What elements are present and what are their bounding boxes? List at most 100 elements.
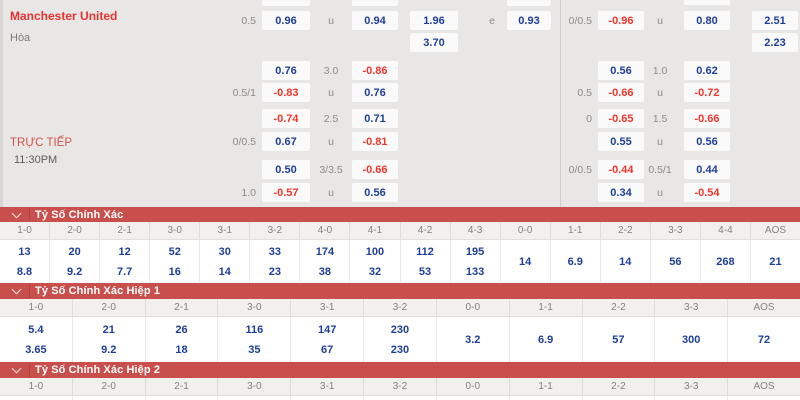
score-column-header: AOS xyxy=(753,302,775,313)
chevron-down-icon xyxy=(11,284,22,295)
score-odds-cell[interactable]: 26 18 xyxy=(146,317,219,362)
odds-cell[interactable]: -0.96 xyxy=(598,11,644,30)
odds-cell[interactable]: 2.51 xyxy=(752,11,798,30)
score-odds-cell[interactable]: 21 9.2 xyxy=(73,317,146,362)
odds-cell[interactable]: 0.50 xyxy=(262,160,310,179)
score-odds-cell[interactable]: 13 8.8 xyxy=(0,240,51,283)
odds-cell[interactable]: 3.70 xyxy=(410,33,458,52)
score-values-row xyxy=(0,396,800,400)
handicap-label: u xyxy=(328,86,334,99)
score-section-banner[interactable]: Tỷ Số Chính Xác Hiệp 2 xyxy=(0,362,800,378)
odds-cell[interactable]: 0.62 xyxy=(684,61,730,80)
score-odds-cell[interactable]: 14 xyxy=(601,240,651,283)
odds-cell[interactable]: 0.56 xyxy=(598,61,644,80)
odds-cell[interactable]: 0.71 xyxy=(352,109,398,128)
handicap-label: 1.0 xyxy=(241,186,256,199)
handicap-label: u xyxy=(328,14,334,27)
score-odds-cell[interactable]: 230 230 xyxy=(364,317,437,362)
score-odds-cell[interactable]: 147 67 xyxy=(291,317,365,362)
score-odds-cell[interactable]: 100 32 xyxy=(350,240,401,283)
score-odds-cell[interactable]: 174 38 xyxy=(300,240,351,283)
handicap-label: u xyxy=(328,186,334,199)
odds-cell[interactable]: 0.34 xyxy=(598,183,644,202)
odds-cell[interactable]: 0.56 xyxy=(684,132,730,151)
score-section-banner[interactable]: Tỷ Số Chính Xác xyxy=(0,207,800,222)
score-column-header: 2-1 xyxy=(146,378,219,395)
score-odds-cell xyxy=(146,396,219,400)
odds-cell[interactable]: 0.96 xyxy=(262,11,310,30)
odds-cell[interactable]: -0.66 xyxy=(684,109,730,128)
handicap-label: 0.5 xyxy=(241,14,256,27)
score-column-header: 3-3 xyxy=(655,299,729,316)
score-odds-cell[interactable]: 21 xyxy=(769,255,782,268)
score-values-row: 13 8.8 20 9.2 12 7.7 52 16 30 14 33 23 174 38 100 32 112… xyxy=(0,240,800,283)
odds-cell[interactable]: -0.65 xyxy=(598,109,644,128)
handicap-label: u xyxy=(328,135,334,148)
odds-cell[interactable]: -0.57 xyxy=(262,183,310,202)
score-odds-cell xyxy=(73,396,146,400)
score-values-row: 5.4 3.65 21 9.2 26 18 116 35 147 67 230 230 3.2 6.9 57… xyxy=(0,317,800,362)
score-column-header: 4-0 xyxy=(300,222,351,239)
handicap-label: 0.5 xyxy=(577,86,592,99)
odds-cell[interactable]: -0.81 xyxy=(352,132,398,151)
odds-cell[interactable]: -0.44 xyxy=(598,160,644,179)
odds-cell[interactable]: 0.56 xyxy=(352,183,398,202)
score-odds-cell[interactable]: 52 16 xyxy=(150,240,201,283)
odds-cell[interactable]: 0.44 xyxy=(684,160,730,179)
score-odds-cell[interactable]: 12 7.7 xyxy=(100,240,151,283)
handicap-label: u xyxy=(657,14,663,27)
score-odds-cell[interactable]: 14 xyxy=(501,240,551,283)
score-odds-cell[interactable]: 300 xyxy=(655,317,729,362)
panel-left-edge xyxy=(0,0,3,207)
score-odds-cell[interactable]: 56 xyxy=(651,240,701,283)
odds-cell[interactable]: 0.76 xyxy=(262,61,310,80)
score-column-header: 0-0 xyxy=(437,299,510,316)
score-column-header: 3-2 xyxy=(364,299,437,316)
odds-cell[interactable]: 0.55 xyxy=(598,132,644,151)
score-column-header: 2-2 xyxy=(583,299,656,316)
odds-cell[interactable]: -0.86 xyxy=(352,61,398,80)
odds-cell[interactable]: -0.72 xyxy=(684,83,730,102)
score-odds-cell[interactable]: 195 133 xyxy=(451,240,501,283)
score-section-banner[interactable]: Tỷ Số Chính Xác Hiệp 1 xyxy=(0,283,800,299)
score-column-header: AOS xyxy=(753,381,775,392)
score-odds-cell xyxy=(437,396,510,400)
score-column-header: 4-1 xyxy=(350,222,401,239)
odds-cell[interactable]: 0.80 xyxy=(684,11,730,30)
score-odds-cell[interactable]: 6.9 xyxy=(510,317,583,362)
score-header-row: 1-0 2-0 2-1 3-0 3-1 3-2 0-0 1-1 2-2 3-3 AOS xyxy=(0,378,800,396)
odds-cell[interactable]: -0.83 xyxy=(262,83,310,102)
odds-cell[interactable]: -0.54 xyxy=(684,183,730,202)
score-column-header: 1-0 xyxy=(0,222,51,239)
odds-cell[interactable]: 0.67 xyxy=(262,132,310,151)
odds-cell-partial xyxy=(352,0,398,6)
score-column-header: 3-1 xyxy=(200,222,251,239)
score-odds-cell xyxy=(364,396,437,400)
handicap-label: e xyxy=(489,14,495,27)
handicap-label: 1.5 xyxy=(652,112,668,125)
home-team-name[interactable]: Manchester United xyxy=(10,9,118,23)
score-column-header: 1-1 xyxy=(551,222,601,239)
odds-cell[interactable]: -0.66 xyxy=(598,83,644,102)
score-odds-cell[interactable]: 116 35 xyxy=(218,317,292,362)
odds-cell[interactable]: 2.23 xyxy=(752,33,798,52)
score-odds-cell[interactable]: 3.2 xyxy=(437,317,510,362)
score-odds-cell[interactable]: 5.4 3.65 xyxy=(0,317,73,362)
odds-cell[interactable]: 1.96 xyxy=(410,11,458,30)
score-odds-cell xyxy=(728,396,800,400)
score-odds-cell[interactable]: 72 xyxy=(757,333,771,346)
score-odds-cell[interactable]: 6.9 xyxy=(551,240,601,283)
odds-cell[interactable]: 0.93 xyxy=(507,11,551,30)
score-odds-cell[interactable]: 20 9.2 xyxy=(50,240,101,283)
score-odds-cell[interactable]: 57 xyxy=(583,317,656,362)
handicap-label: 0/0.5 xyxy=(568,14,592,27)
score-odds-cell[interactable]: 33 23 xyxy=(250,240,301,283)
odds-cell[interactable]: -0.74 xyxy=(262,109,310,128)
score-odds-cell[interactable]: 112 53 xyxy=(401,240,451,283)
odds-cell[interactable]: 0.76 xyxy=(352,83,398,102)
score-odds-cell[interactable]: 30 14 xyxy=(200,240,251,283)
odds-cell[interactable]: 0.94 xyxy=(352,11,398,30)
score-column-header: 2-0 xyxy=(50,222,101,239)
odds-cell[interactable]: -0.66 xyxy=(352,160,398,179)
score-odds-cell[interactable]: 268 xyxy=(701,240,751,283)
